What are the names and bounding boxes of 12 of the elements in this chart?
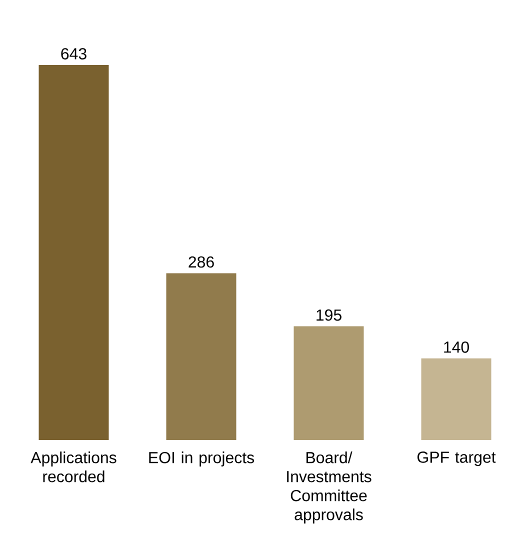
- bar: [421, 358, 492, 440]
- data-label: 140: [444, 341, 469, 353]
- x-tick-label: EOI in projects: [149, 452, 254, 466]
- bar: [38, 64, 109, 440]
- x-tick-label: GPF target: [417, 452, 496, 466]
- x-tick-label: Board/ Investments Committee approvals: [287, 452, 372, 524]
- bar: [294, 326, 364, 440]
- data-label: 643: [61, 48, 86, 60]
- x-tick-label: Applications recorded: [30, 452, 116, 482]
- data-label: 286: [188, 256, 214, 268]
- bar: [166, 273, 236, 440]
- data-label: 195: [316, 309, 342, 321]
